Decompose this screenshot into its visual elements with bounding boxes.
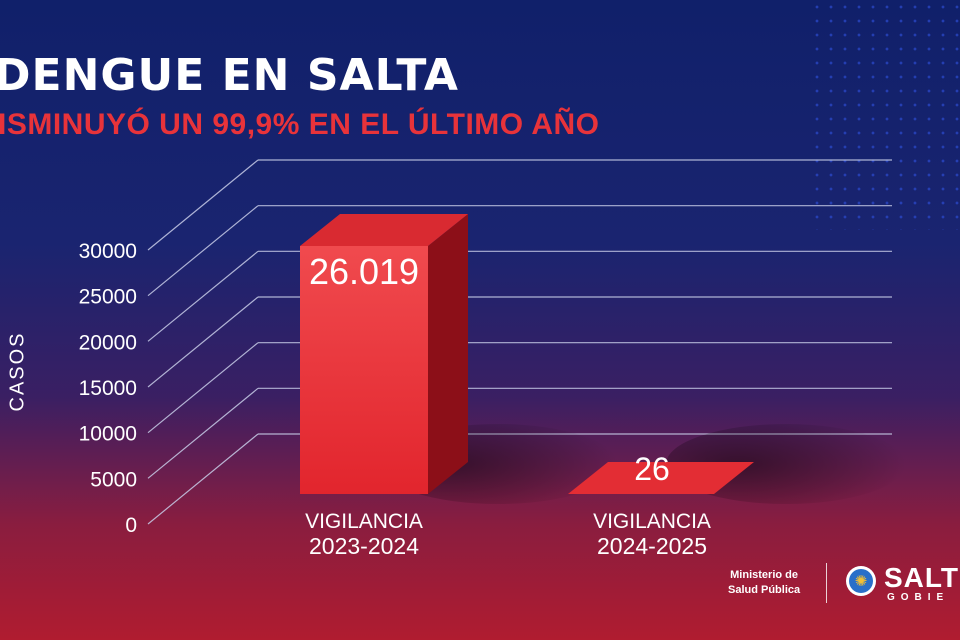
y-tick-label: 0 bbox=[125, 514, 137, 537]
data-label: 26 bbox=[634, 451, 670, 487]
y-tick-label: 25000 bbox=[79, 286, 137, 309]
page-subtitle: ISMINUYÓ UN 99,9% EN EL ÚLTIMO AÑO bbox=[0, 108, 600, 141]
bar bbox=[300, 245, 428, 494]
brand-logo-text: SALT bbox=[884, 562, 960, 593]
brand-logo-subtext: GOBIE bbox=[887, 592, 950, 603]
page-title: DENGUE EN SALTA bbox=[0, 50, 459, 101]
dot-pattern-decoration bbox=[810, 0, 960, 230]
ministry-label: Ministerio de Salud Pública bbox=[728, 568, 800, 598]
x-tick-label: 2023-2024 bbox=[309, 533, 419, 559]
y-axis-label: CASOS bbox=[6, 331, 29, 412]
y-tick-label: 30000 bbox=[79, 240, 137, 263]
y-tick-label: 15000 bbox=[79, 377, 137, 400]
gridline-diagonal bbox=[147, 433, 259, 525]
y-tick-label: 5000 bbox=[90, 468, 137, 491]
footer-divider bbox=[826, 563, 827, 603]
x-tick-label: VIGILANCIA bbox=[305, 510, 423, 533]
x-tick-label: 2024-2025 bbox=[597, 533, 707, 559]
ministry-text: Ministerio de Salud Pública bbox=[728, 569, 801, 596]
gridline-diagonal bbox=[147, 296, 259, 388]
y-tick-label: 10000 bbox=[79, 423, 137, 446]
bar-side bbox=[428, 213, 468, 494]
gridline-diagonal bbox=[147, 250, 259, 342]
sun-seal-icon: ✺ bbox=[846, 566, 876, 596]
gridline-diagonal bbox=[147, 159, 259, 251]
data-label: 26.019 bbox=[309, 251, 419, 292]
bar-top bbox=[300, 213, 468, 246]
gridline-diagonal bbox=[147, 387, 259, 479]
y-tick-label: 20000 bbox=[79, 331, 137, 354]
gridline-diagonal bbox=[147, 205, 259, 297]
x-tick-label: VIGILANCIA bbox=[593, 510, 711, 533]
bar-top bbox=[568, 462, 754, 494]
gridline-diagonal bbox=[147, 342, 259, 434]
